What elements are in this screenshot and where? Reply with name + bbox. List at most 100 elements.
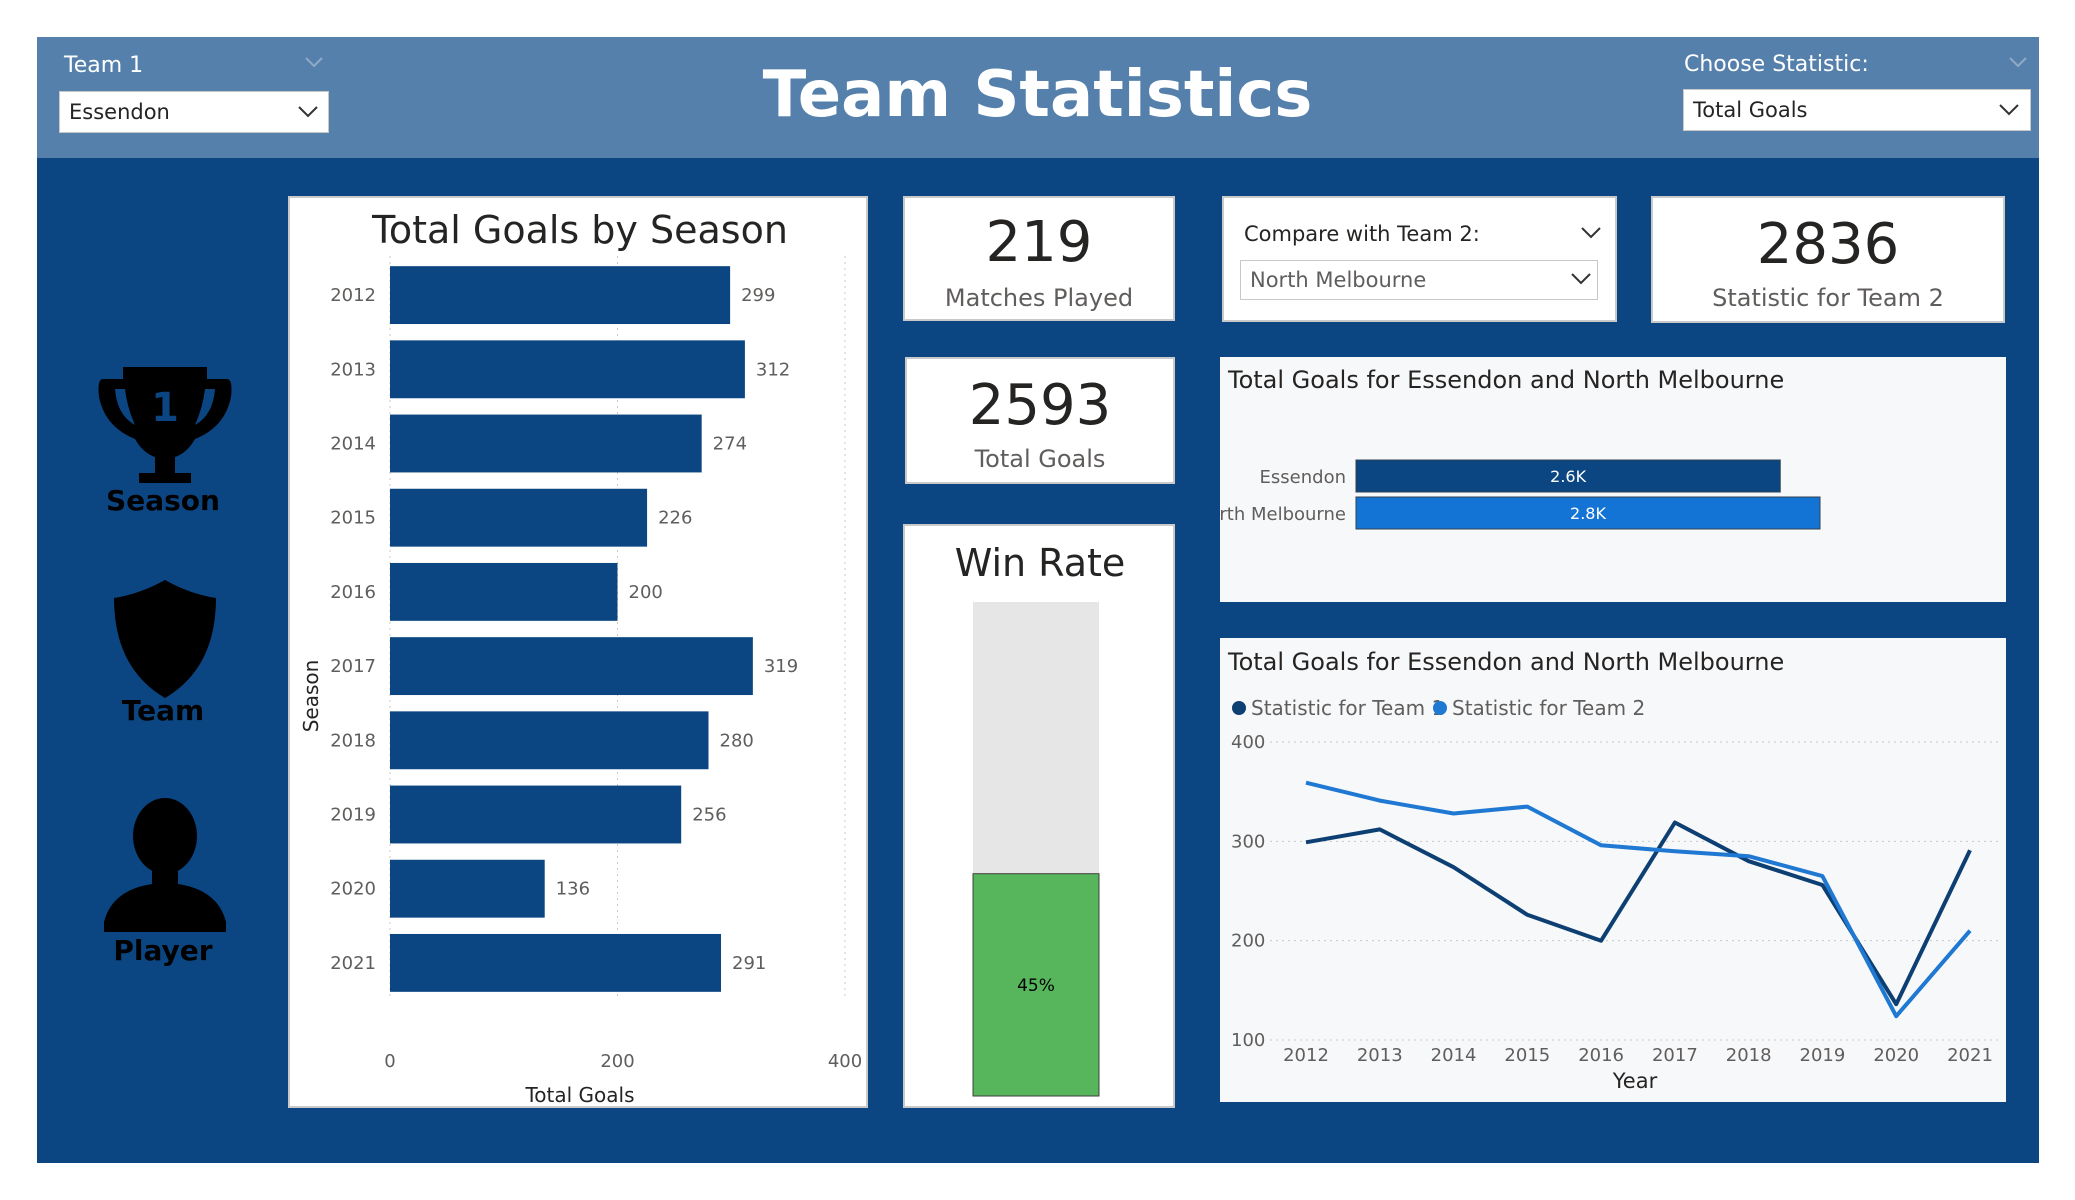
team2-slicer-card: Compare with Team 2: North Melbourne	[1222, 196, 1617, 322]
line-y-tick-label: 100	[1231, 1030, 1265, 1051]
line-x-tick-label: 2014	[1431, 1045, 1477, 1066]
line-x-tick-label: 2012	[1283, 1045, 1329, 1066]
nav-team-button[interactable]	[110, 578, 220, 700]
y-tick-label: 2018	[330, 730, 376, 751]
comparison-bar-chart-card: Total Goals for Essendon and North Melbo…	[1195, 357, 2006, 602]
line-x-tick-label: 2017	[1652, 1045, 1698, 1066]
season-bar[interactable]	[390, 414, 702, 473]
line-chart-title: Total Goals for Essendon and North Melbo…	[1227, 648, 1784, 676]
line-y-tick-label: 400	[1231, 732, 1265, 753]
season-bar[interactable]	[390, 785, 682, 844]
comparison-bar[interactable]	[1355, 459, 1781, 493]
legend-marker	[1232, 701, 1246, 715]
statistic-chevron-down-icon[interactable]	[1998, 103, 2020, 117]
x-tick-label: 400	[828, 1051, 862, 1072]
bar-data-label: 256	[692, 805, 726, 826]
team1-chevron-down-icon[interactable]	[297, 105, 319, 119]
chart-title: Total Goals by Season	[371, 208, 788, 252]
season-bar-chart: Total Goals by Season 0 200 400 2012 299 201…	[299, 208, 862, 1107]
season-bar[interactable]	[390, 933, 722, 992]
statistic-header-chevron-icon[interactable]	[2008, 56, 2028, 68]
y-tick-label: 2019	[330, 805, 376, 826]
total-goals-card: 2593 Total Goals	[905, 357, 1175, 484]
team2-dropdown[interactable]: North Melbourne	[1240, 260, 1598, 300]
win-rate-fill	[972, 873, 1100, 1097]
matches-played-card: 219 Matches Played	[903, 196, 1175, 321]
line-x-tick-label: 2015	[1504, 1045, 1550, 1066]
y-tick-label: 2014	[330, 434, 376, 455]
y-axis-title: Season	[299, 660, 323, 733]
team1-dropdown[interactable]: Essendon	[59, 91, 329, 133]
statistic-dropdown-value: Total Goals	[1693, 98, 1808, 122]
team2-statistic-label: Statistic for Team 2	[1712, 284, 1944, 312]
svg-text:1: 1	[151, 385, 179, 431]
line-x-tick-label: 2013	[1357, 1045, 1403, 1066]
nav-team-label[interactable]: Team	[121, 694, 205, 727]
comparison-bar-label: 2.8K	[1570, 504, 1606, 523]
win-rate-gauge: Win Rate 45%	[955, 541, 1126, 1097]
nav-season-button[interactable]: 1	[95, 355, 235, 490]
bar-data-label: 200	[629, 582, 663, 603]
nav-season-label[interactable]: Season	[106, 484, 220, 517]
comparison-bar-chart: Total Goals for Essendon and North Melbo…	[1195, 366, 1821, 530]
line-x-tick-label: 2021	[1947, 1045, 1993, 1066]
comparison-bar-label: 2.6K	[1550, 467, 1586, 486]
y-tick-label: 2015	[330, 508, 376, 529]
series-line[interactable]	[1305, 780, 1972, 1019]
y-tick-label: 2012	[330, 285, 376, 306]
win-rate-title: Win Rate	[955, 541, 1126, 585]
legend-label: Statistic for Team 1	[1251, 696, 1444, 720]
bar-data-label: 312	[756, 359, 790, 380]
team2-slicer-label: Compare with Team 2:	[1244, 222, 1480, 246]
team1-slicer-label: Team 1	[64, 53, 144, 78]
season-bar[interactable]	[390, 859, 545, 918]
matches-played-value: 219	[985, 210, 1093, 275]
team1-header-chevron-icon[interactable]	[304, 56, 324, 68]
comparison-chart-title: Total Goals for Essendon and North Melbo…	[1227, 366, 1784, 394]
bar-data-label: 291	[732, 953, 766, 974]
goals-line-chart: Total Goals for Essendon and North Melbo…	[1227, 648, 2002, 1093]
bar-data-label: 319	[764, 656, 798, 677]
total-goals-label: Total Goals	[974, 445, 1106, 473]
comparison-category-label: North Melbourne	[1220, 504, 1346, 525]
y-tick-label: 2016	[330, 582, 376, 603]
line-y-tick-label: 300	[1231, 831, 1265, 852]
legend-label: Statistic for Team 2	[1452, 696, 1645, 720]
team2-chevron-down-icon[interactable]	[1570, 272, 1592, 286]
shield-icon	[114, 580, 216, 698]
nav-player-button[interactable]	[100, 796, 230, 936]
season-bar[interactable]	[390, 488, 648, 547]
season-bar[interactable]	[390, 637, 753, 696]
x-tick-label: 0	[384, 1051, 395, 1072]
team1-dropdown-value: Essendon	[69, 100, 170, 124]
legend-marker	[1433, 701, 1447, 715]
team2-statistic-card: 2836 Statistic for Team 2	[1651, 196, 2005, 323]
comparison-category-label: Essendon	[1260, 467, 1346, 488]
line-x-axis-title: Year	[1612, 1069, 1658, 1093]
season-bar[interactable]	[390, 340, 745, 399]
bar-data-label: 274	[713, 434, 747, 455]
team2-statistic-value: 2836	[1756, 212, 1900, 277]
trophy-icon: 1	[98, 367, 232, 483]
team2-header-chevron-icon[interactable]	[1580, 226, 1602, 240]
y-tick-label: 2021	[330, 953, 376, 974]
line-x-tick-label: 2018	[1726, 1045, 1772, 1066]
statistic-dropdown[interactable]: Total Goals	[1683, 89, 2031, 131]
bar-data-label: 280	[720, 730, 754, 751]
comparison-bar[interactable]	[1355, 496, 1821, 530]
season-bar[interactable]	[390, 711, 709, 770]
line-x-tick-label: 2020	[1873, 1045, 1919, 1066]
person-icon	[104, 798, 226, 932]
y-tick-label: 2020	[330, 879, 376, 900]
line-y-tick-label: 200	[1231, 931, 1265, 952]
season-bar[interactable]	[390, 266, 731, 325]
x-axis-title: Total Goals	[524, 1083, 634, 1106]
line-chart-card: Total Goals for Essendon and North Melbo…	[1220, 638, 2006, 1102]
statistic-slicer-label: Choose Statistic:	[1684, 52, 1869, 77]
nav-player-label[interactable]: Player	[113, 934, 213, 967]
season-bar[interactable]	[390, 562, 618, 621]
bar-data-label: 136	[556, 879, 590, 900]
bar-data-label: 299	[741, 285, 775, 306]
y-tick-label: 2017	[330, 656, 376, 677]
